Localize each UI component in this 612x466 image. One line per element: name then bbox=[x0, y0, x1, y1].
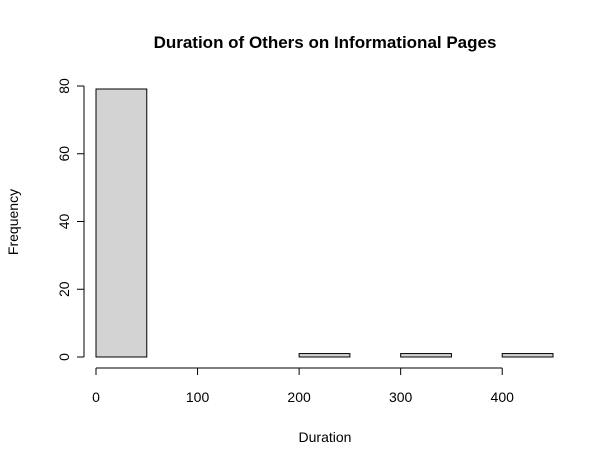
histogram-bar bbox=[95, 88, 148, 358]
x-tick-label: 200 bbox=[287, 389, 311, 405]
y-tick-label: 80 bbox=[56, 78, 72, 94]
histogram-bar bbox=[501, 353, 554, 358]
y-axis-label: Frequency bbox=[5, 189, 21, 255]
y-tick-label: 20 bbox=[56, 281, 72, 297]
bars-group bbox=[95, 88, 554, 358]
y-axis: 0 20 40 60 80 bbox=[56, 78, 85, 361]
chart-title: Duration of Others on Informational Page… bbox=[154, 33, 497, 52]
histogram-bar bbox=[400, 353, 452, 358]
x-tick-label: 100 bbox=[186, 389, 210, 405]
x-tick-label: 400 bbox=[491, 389, 515, 405]
y-tick-label: 40 bbox=[56, 214, 72, 230]
y-tick-label: 60 bbox=[56, 146, 72, 162]
y-tick-label: 0 bbox=[56, 353, 72, 361]
x-axis: 0 100 200 300 400 bbox=[92, 367, 515, 405]
histogram-bar bbox=[298, 353, 351, 358]
x-tick-label: 300 bbox=[389, 389, 413, 405]
x-axis-label: Duration bbox=[299, 429, 352, 445]
x-tick-label: 0 bbox=[92, 389, 100, 405]
